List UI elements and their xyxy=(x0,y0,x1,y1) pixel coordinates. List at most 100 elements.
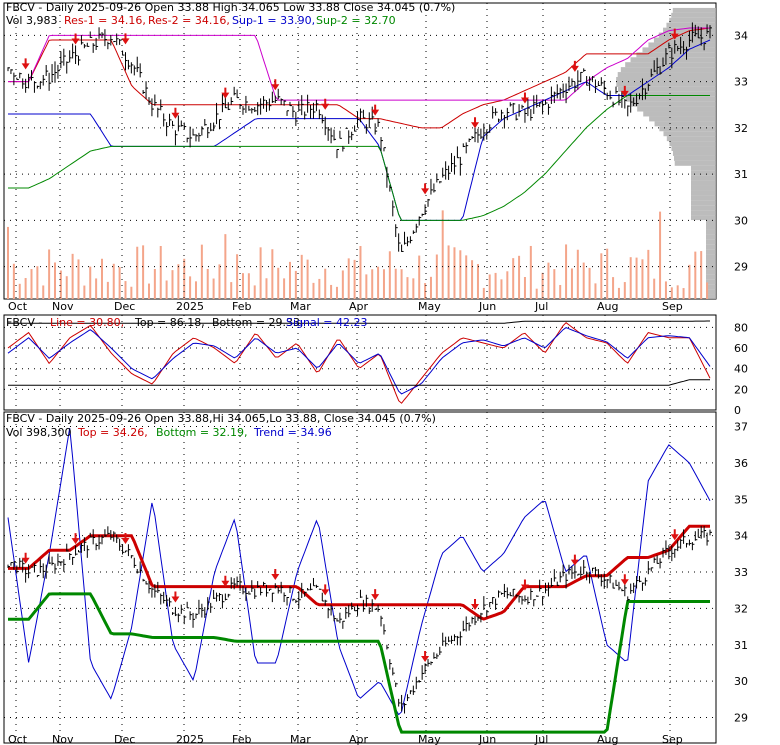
y-tick-label: 31 xyxy=(734,168,748,181)
volume-bar xyxy=(570,268,573,299)
volume-bar xyxy=(400,269,403,299)
volume-bar xyxy=(588,267,591,299)
volume-bar xyxy=(365,274,368,299)
x-tick-label: Mar xyxy=(290,733,311,745)
volume-bar xyxy=(159,245,162,299)
volume-bar xyxy=(424,283,427,299)
volume-profile-bar xyxy=(691,170,716,176)
volume-profile-bar xyxy=(706,254,716,260)
volume-profile-bar xyxy=(691,190,716,196)
x-tick-label: Feb xyxy=(232,300,251,313)
volume-bar xyxy=(24,278,27,299)
y-tick-label: 31 xyxy=(734,639,748,652)
volume-bar xyxy=(371,269,374,299)
volume-bar xyxy=(476,264,479,299)
sell-signal-arrow-icon xyxy=(670,529,679,541)
volume-bar xyxy=(664,281,667,299)
volume-bar xyxy=(142,245,145,299)
volume-bar xyxy=(382,269,385,299)
volume-profile-bar xyxy=(625,96,716,102)
panel3-trend-label: Trend = 34.96 xyxy=(253,426,332,439)
volume-bar xyxy=(83,285,86,299)
volume-profile-bar xyxy=(706,234,716,240)
y-tick-label: 35 xyxy=(734,493,748,506)
volume-profile-bar xyxy=(669,141,716,147)
sell-signal-arrow-icon xyxy=(371,589,380,601)
volume-profile-bar xyxy=(706,225,716,230)
signal-label: Signal = 42.23 xyxy=(286,316,368,329)
x-tick-label: Apr xyxy=(349,733,369,745)
volume-bar xyxy=(247,273,250,299)
sell-signal-arrow-icon xyxy=(620,85,629,97)
volume-profile-bar xyxy=(706,289,716,295)
volume-bar xyxy=(236,254,239,299)
volume-profile-bar xyxy=(691,215,716,221)
volume-bar xyxy=(459,250,462,299)
volume-bar xyxy=(676,285,679,299)
y-tick-label: 33 xyxy=(734,566,748,579)
volume-bar xyxy=(253,285,256,299)
x-tick-label: Nov xyxy=(52,300,74,313)
series-line-signal xyxy=(7,327,711,395)
volume-bar xyxy=(59,270,62,299)
panel2-title: FBCV - xyxy=(6,316,42,329)
volume-bar xyxy=(535,288,538,299)
volume-bar xyxy=(453,247,456,299)
x-tick-label: Mar xyxy=(290,300,311,313)
sell-signal-arrow-icon xyxy=(670,28,679,40)
series-line-sup-2 xyxy=(8,95,710,221)
volume-bar xyxy=(218,264,221,299)
volume-bar xyxy=(347,258,350,299)
sell-signal-arrow-icon xyxy=(221,575,230,587)
volume-bar xyxy=(635,257,638,299)
sell-signal-arrow-icon xyxy=(171,591,180,603)
y-tick-label: 20 xyxy=(734,383,748,396)
volume-bar xyxy=(30,269,33,299)
volume-bar xyxy=(394,268,397,299)
volume-profile-bar xyxy=(637,106,716,112)
sell-signal-arrow-icon xyxy=(421,651,430,663)
line-label: Line = 30.80, xyxy=(50,316,124,329)
volume-profile-bar xyxy=(636,52,716,58)
volume-profile-bar xyxy=(649,116,716,122)
y-tick-label: 29 xyxy=(734,712,748,725)
volume-profile-bar xyxy=(691,175,716,181)
volume-bar xyxy=(629,257,632,299)
volume-bar xyxy=(377,266,380,299)
sell-signal-arrow-icon xyxy=(71,533,80,545)
volume-bar xyxy=(324,268,327,299)
x-tick-label: Aug xyxy=(597,733,618,745)
sell-signal-arrow-icon xyxy=(321,98,330,110)
volume-profile-bar xyxy=(630,57,716,63)
sell-signal-arrow-icon xyxy=(570,60,579,72)
volume-profile-bar xyxy=(691,210,716,216)
volume-bar xyxy=(488,274,491,299)
volume-profile-bar xyxy=(706,259,716,265)
series-line-trend xyxy=(7,428,711,716)
volume-bar xyxy=(576,249,579,299)
x-tick-label: Oct xyxy=(8,300,28,313)
volume-profile-bar xyxy=(654,121,716,127)
volume-bar xyxy=(230,282,233,299)
x-tick-label: Sep xyxy=(662,733,683,745)
volume-profile-bar xyxy=(631,101,716,107)
volume-bar xyxy=(265,278,268,299)
x-tick-label: Aug xyxy=(597,300,618,313)
sell-signal-arrow-icon xyxy=(520,92,529,104)
volume-bar xyxy=(341,270,344,299)
volume-profile-bar xyxy=(618,86,716,92)
y-tick-label: 32 xyxy=(734,122,748,135)
volume-bar xyxy=(559,284,562,299)
sell-signal-arrow-icon xyxy=(71,33,80,45)
volume-profile-bar xyxy=(691,200,716,206)
volume-bar xyxy=(136,246,139,299)
volume-bar xyxy=(100,258,103,299)
panel1-title: FBCV - Daily 2025-09-26 Open 33.88 High … xyxy=(6,1,455,14)
series-line-top xyxy=(8,320,710,324)
volume-bar xyxy=(388,251,391,299)
volume-bar xyxy=(124,281,127,299)
y-tick-label: 40 xyxy=(734,363,748,376)
x-tick-label: Feb xyxy=(232,733,251,745)
volume-bar xyxy=(482,287,485,299)
volume-profile-bar xyxy=(706,294,716,299)
